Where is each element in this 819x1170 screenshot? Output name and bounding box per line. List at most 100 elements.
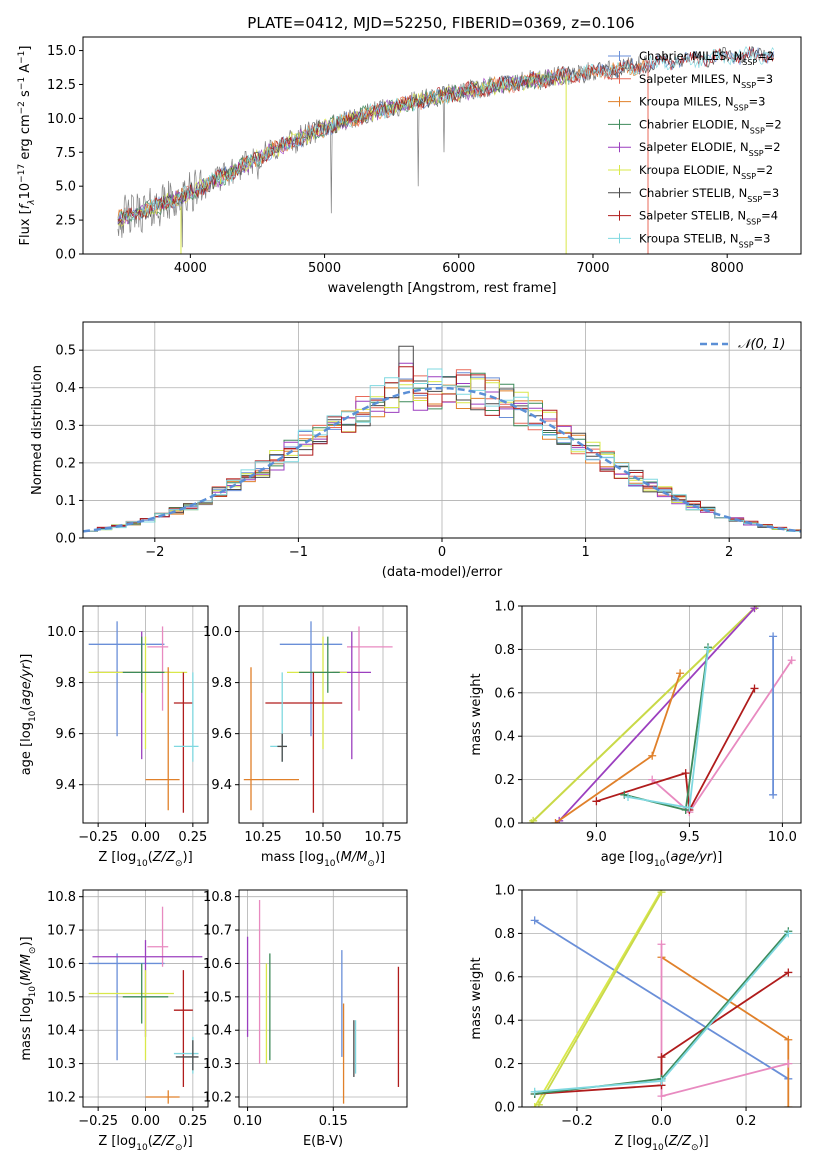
y-tick-label: 2.5: [55, 214, 76, 229]
weight-marker: [769, 790, 778, 799]
panel-mass-vs-metallicity: −0.25 0.00 0.25 10.2 10.3 10.4 10.5 10.6 10.7 10.…: [19, 889, 209, 1153]
x-tick-label: 10.25: [244, 830, 281, 845]
x-tick-label: 0.25: [178, 1114, 207, 1129]
y-tick-label: 0.2: [55, 456, 76, 471]
panel-mass-weight-vs-age: 9.0 9.5 10.0 0.0 0.2 0.4 0.6 0.8 1.0 age [log10(a…: [469, 600, 802, 869]
errorbar-point: [122, 636, 165, 693]
errorbar-point: [145, 1090, 180, 1104]
model-spectrum-line: [117, 46, 775, 221]
y-tick-label: 10.3: [47, 1057, 76, 1072]
weight-marker: [551, 819, 560, 823]
y-tick-label: 15.0: [47, 44, 76, 59]
weight-marker: [769, 632, 778, 641]
x-tick-label: 0.15: [319, 1114, 348, 1129]
x-tick-label: 1: [581, 545, 589, 560]
y-tick-label: 10.2: [203, 1090, 232, 1105]
y-tick-label: 0.4: [494, 1014, 515, 1029]
errorbar-point: [88, 970, 174, 1061]
x-tick-label: −0.25: [78, 830, 118, 845]
y-tick-label: 0.1: [55, 494, 76, 509]
weight-series: [534, 890, 666, 1107]
x-tick-label: 4000: [174, 261, 207, 276]
y-tick-label: 10.6: [47, 957, 76, 972]
weight-marker: [676, 669, 685, 678]
axes-frame: [82, 36, 802, 255]
weight-line: [661, 956, 790, 1107]
x-tick-label: 10.50: [304, 830, 341, 845]
plot-area: [83, 345, 801, 533]
errorbar-point: [173, 672, 199, 762]
x-tick-label: 10.75: [364, 830, 401, 845]
y-tick-label: 10.4: [47, 1024, 76, 1039]
x-tick-label: 7000: [576, 261, 609, 276]
weight-series: [592, 684, 759, 814]
weight-series: [769, 632, 778, 799]
weight-marker: [784, 929, 793, 938]
weight-marker: [657, 1076, 666, 1085]
x-tick-label: 0.25: [178, 830, 207, 845]
errorbar-point: [270, 672, 287, 762]
errorbar-point: [175, 1040, 199, 1071]
weight-marker: [624, 792, 633, 801]
errorbar-point: [88, 636, 188, 749]
panel-spectrum: 4000 5000 6000 7000 8000 0.0 2.5 5.0 7.5 10.0 12.5…: [17, 36, 802, 296]
y-tick-label: 9.8: [211, 676, 232, 691]
weight-marker: [657, 940, 666, 949]
errorbar-point: [122, 963, 169, 1024]
x-tick-label: 9.0: [586, 830, 607, 845]
y-tick-label: 10.0: [47, 625, 76, 640]
errorbar-point: [92, 940, 203, 1037]
errorbar-point: [173, 1036, 199, 1074]
x-tick-label: −1: [289, 545, 308, 560]
weight-marker: [784, 1035, 793, 1044]
grid-lines: [239, 890, 407, 1107]
y-axis-label: Flux [fλ10−17 erg cm−2 s−1 A−1]: [17, 46, 37, 246]
x-tick-label: 10.0: [768, 830, 797, 845]
x-axis-label: mass [log10(M/M⊙)]: [261, 850, 385, 869]
weight-series: [555, 606, 759, 823]
x-axis-label: Z [log10(Z/Z⊙)]: [98, 1134, 192, 1153]
weight-marker: [685, 803, 694, 812]
plot-area: [243, 621, 393, 813]
panel-residual-histogram: −2 −1 0 1 2 0.0 0.1 0.2 0.3 0.4 0.5 (data-model)/er…: [30, 321, 802, 580]
plot-area: [88, 621, 199, 813]
weight-series: [529, 606, 761, 823]
weight-marker: [648, 751, 657, 760]
y-tick-label: 10.6: [203, 957, 232, 972]
weight-line: [534, 971, 789, 1095]
weight-marker: [784, 968, 793, 977]
weight-marker: [681, 769, 690, 778]
y-tick-label: 1.0: [494, 600, 515, 615]
legend-label: Salpeter ELODIE, NSSP=2: [639, 140, 781, 158]
weight-series: [551, 669, 685, 823]
errorbar-point: [145, 667, 180, 811]
figure-title: PLATE=0412, MJD=52250, FIBERID=0369, z=0…: [247, 14, 634, 32]
y-tick-label: 9.6: [55, 727, 76, 742]
y-tick-label: 1.0: [494, 884, 515, 899]
weight-marker: [657, 1092, 666, 1101]
x-tick-label: −2: [145, 545, 164, 560]
y-tick-label: 10.7: [47, 924, 76, 939]
legend-label: Chabrier MILES, NSSP=2: [639, 49, 774, 67]
y-tick-label: 0.6: [494, 686, 515, 701]
errorbar-point: [265, 672, 343, 813]
y-tick-label: 10.7: [203, 924, 232, 939]
x-tick-label: −0.2: [561, 1114, 593, 1129]
panel-mass-weight-vs-metallicity: −0.2 0.0 0.2 0.0 0.2 0.4 0.6 0.8 1.0 Z [log10(Z/Z…: [469, 884, 802, 1153]
legend-label: Salpeter MILES, NSSP=3: [639, 72, 773, 90]
plot-area: [530, 890, 793, 1107]
errorbar-point: [94, 631, 171, 760]
weight-line: [533, 890, 663, 1107]
plot-area: [117, 46, 775, 254]
y-tick-label: 10.5: [47, 990, 76, 1005]
y-tick-label: 0.6: [494, 970, 515, 985]
errorbar-point: [147, 626, 169, 711]
y-axis-label: mass weight: [469, 957, 484, 1039]
weight-line: [558, 607, 756, 822]
x-tick-label: 0.0: [651, 1114, 672, 1129]
legend-label: 𝒩(0, 1): [738, 337, 785, 352]
axes-frame: [238, 889, 408, 1108]
x-axis-label: Z [log10(Z/Z⊙)]: [614, 1134, 708, 1153]
histogram-legend: 𝒩(0, 1): [700, 337, 785, 352]
observed-spectrum-line: [117, 55, 650, 248]
